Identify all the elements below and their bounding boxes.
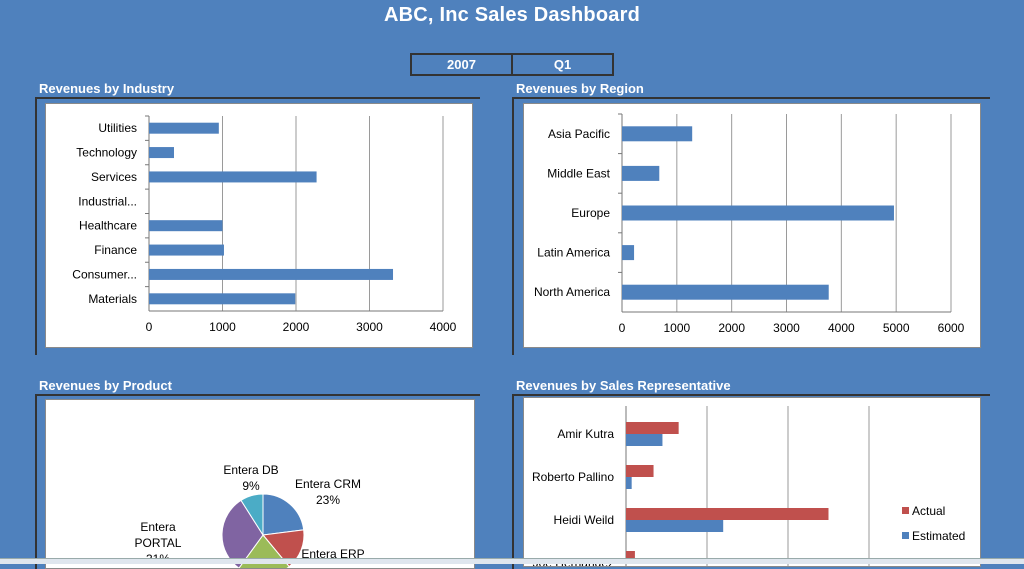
product-frame [35, 394, 480, 569]
region-frame [512, 97, 990, 355]
category-label: Technology [76, 146, 137, 160]
rep-section-title: Revenues by Sales Representative [516, 378, 731, 393]
bar-estimated [626, 477, 632, 489]
bar-actual [626, 465, 654, 477]
bar [149, 147, 174, 159]
industry-panel: 0 1000 2000 3000 4000 Utilities Technology Serv… [45, 103, 473, 348]
slice-label: Entera CRM [295, 477, 361, 491]
sheet-tab-strip[interactable] [0, 558, 1024, 564]
region-panel: 0 1000 2000 3000 4000 5000 6000 Asia Pacific Mid… [523, 103, 981, 348]
industry-chart: 0 1000 2000 3000 4000 Utilities Technology Serv… [72, 115, 457, 334]
category-label: Heidi Weild [554, 513, 614, 527]
region-chart: 0 1000 2000 3000 4000 5000 6000 Asia Pacific Mid… [534, 113, 965, 335]
industry-section-title: Revenues by Industry [39, 81, 175, 96]
region-section-title: Revenues by Region [516, 81, 644, 96]
category-label: Finance [94, 243, 137, 257]
x-tick-label: 0 [146, 320, 153, 334]
bar [622, 284, 829, 300]
slice-percent: 23% [316, 493, 340, 507]
category-label: Europe [571, 206, 610, 220]
year-filter[interactable]: 2007 [412, 55, 513, 74]
bar [622, 165, 660, 181]
pie-slice [240, 493, 264, 537]
category-label: North America [534, 285, 610, 299]
bar [149, 293, 296, 305]
industry-frame [35, 97, 480, 355]
slice-label: Entera ERP [301, 547, 364, 561]
pie-slice [262, 493, 305, 536]
category-label: Healthcare [79, 219, 137, 233]
bar [622, 126, 693, 142]
x-tick-label: 1000 [663, 321, 690, 335]
x-tick-label: 2000 [283, 320, 310, 334]
x-tick-label: 2000 [718, 321, 745, 335]
category-label: Roberto Pallino [532, 470, 614, 484]
bar-actual [626, 551, 635, 563]
bar [149, 244, 224, 256]
x-tick-label: 0 [619, 321, 626, 335]
slice-label: Entera DB [223, 463, 278, 477]
filter-bar: 2007 Q1 [410, 53, 614, 76]
bar [149, 171, 317, 183]
bar [622, 205, 894, 221]
category-label: Amir Kutra [557, 427, 614, 441]
bar [149, 268, 394, 280]
legend-swatch [902, 532, 909, 539]
x-tick-label: 4000 [430, 320, 457, 334]
bar [149, 122, 219, 134]
bar-estimated [626, 520, 724, 532]
product-section-title: Revenues by Product [39, 378, 172, 393]
slice-percent: 9% [242, 479, 260, 493]
legend-label: Estimated [912, 529, 965, 543]
category-label: Middle East [547, 166, 610, 180]
slice-label: PORTAL [135, 536, 182, 550]
bar [622, 245, 635, 261]
bar-actual [626, 508, 829, 520]
rep-frame [512, 394, 990, 569]
category-label: Industrial... [78, 194, 137, 208]
bar [149, 220, 223, 232]
dashboard-title: ABC, Inc Sales Dashboard [384, 4, 640, 26]
x-tick-label: 1000 [209, 320, 236, 334]
category-label: Consumer... [72, 267, 137, 281]
bar-estimated [626, 434, 663, 446]
quarter-filter[interactable]: Q1 [553, 57, 572, 72]
x-tick-label: 3000 [773, 321, 800, 335]
category-label: Asia Pacific [548, 127, 610, 141]
bar-actual [626, 422, 679, 434]
category-label: Latin America [537, 246, 610, 260]
legend-label: Actual [912, 504, 945, 518]
category-label: Utilities [98, 121, 137, 135]
slice-label: Entera [140, 520, 176, 534]
x-tick-label: 3000 [356, 320, 383, 334]
x-tick-label: 5000 [883, 321, 910, 335]
x-tick-label: 4000 [828, 321, 855, 335]
category-label: Materials [88, 292, 137, 306]
x-tick-label: 6000 [938, 321, 965, 335]
legend-swatch [902, 507, 909, 514]
category-label: Services [91, 170, 137, 184]
